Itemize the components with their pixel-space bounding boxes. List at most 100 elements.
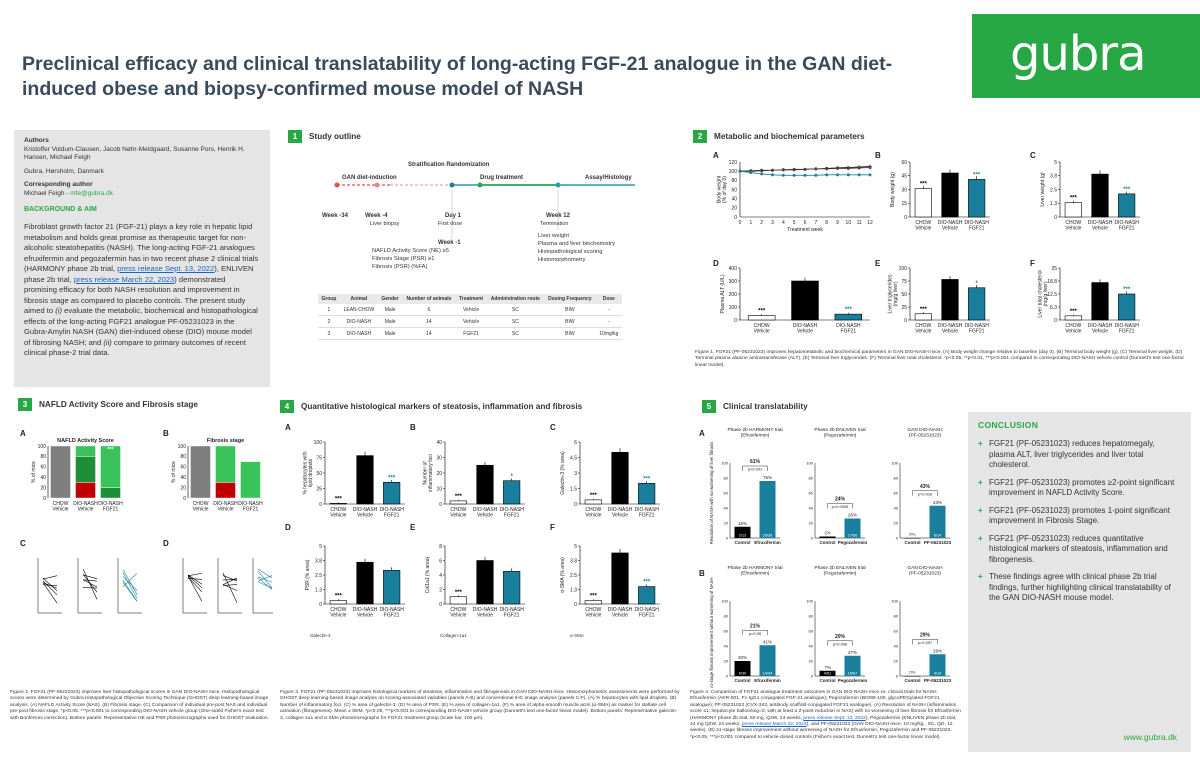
bar	[503, 571, 520, 604]
tick-label: 0	[319, 502, 322, 508]
section-3-header: 3 NAFLD Activity Score and Fibrosis stage	[18, 398, 198, 411]
tick-label: 0	[574, 602, 577, 608]
tick-label: 30	[901, 187, 907, 193]
table-header: Gender	[378, 294, 402, 304]
phase-label: Drug treatment	[480, 175, 523, 181]
tick-label: 20	[894, 659, 899, 664]
tick-label: 8	[439, 544, 442, 550]
table-cell: -	[596, 304, 622, 316]
harmony-press-link[interactable]: press release Sept. 13, 2022	[803, 716, 866, 721]
tick-label: 300	[729, 279, 738, 285]
category-label: Vehicle	[450, 513, 466, 519]
tick-label: 4.5	[570, 455, 577, 461]
panel-letter: B	[875, 151, 881, 160]
tick-label: 5	[319, 544, 322, 550]
significance-mark: ***	[845, 307, 853, 313]
n-label: 18/67	[848, 672, 858, 676]
pair-line	[223, 585, 237, 591]
email-link[interactable]: mfe@gubra.dk	[70, 190, 113, 197]
photomicrographs-row: Galectin-3 Collagen-1a1 α-SMA	[280, 630, 680, 685]
tick-label: 40	[894, 506, 899, 511]
phase-label: Stratification Randomization	[408, 162, 490, 168]
outcome: Histomorphometry	[538, 257, 585, 263]
tick-label: 0	[726, 536, 729, 541]
tick-label: 100	[721, 599, 728, 604]
enliven-press-link[interactable]: press release March 22, 2023	[742, 722, 807, 727]
chart-title: Fibrosis stage	[207, 438, 244, 444]
category-label: PF-05231023	[924, 678, 952, 683]
y-axis-label: (% of day 0)	[722, 176, 728, 203]
data-point	[782, 168, 785, 171]
stack-segment	[216, 446, 236, 482]
data-point	[836, 167, 839, 170]
significance-mark: ***	[388, 475, 396, 481]
section-1-header: 1 Study outline	[288, 130, 361, 143]
harmony-press-link[interactable]: press release Sept. 13, 2022	[117, 264, 214, 273]
bar	[477, 561, 494, 605]
corresponding-author: Michael Feigh - mfe@gubra.dk	[24, 190, 260, 199]
panel-letter: F	[550, 523, 555, 532]
category-label: Control	[820, 540, 836, 545]
tick-label: 60	[809, 629, 814, 634]
conclusion-item: FGF21 (PF-05231023) promotes 1-point sig…	[978, 506, 1181, 527]
tick-label: 20	[724, 659, 729, 664]
tick-label: 3	[771, 220, 774, 226]
conclusion-item: FGF21 (PF-05231023) reduces hepatomegaly…	[978, 439, 1181, 471]
bar	[330, 503, 347, 504]
n-label: 6/30	[739, 672, 746, 676]
significance-mark: ***	[973, 172, 981, 178]
category-label: Vehicle	[612, 513, 628, 519]
bar	[1065, 203, 1082, 217]
category-label: Control	[735, 540, 751, 545]
corresponding-heading: Corresponding author	[24, 181, 260, 190]
tick-label: 0	[904, 318, 907, 324]
tick-label: 9	[836, 220, 839, 226]
tick-label: 0	[319, 602, 322, 608]
pair-line	[83, 569, 97, 599]
significance-mark: ***	[758, 308, 766, 314]
tick-label: 40	[724, 506, 729, 511]
conclusion-item: FGF21 (PF-05231023) reduces quantitative…	[978, 534, 1181, 566]
bar	[612, 452, 629, 504]
bar	[612, 553, 629, 604]
table-cell: Male	[378, 304, 402, 316]
category-label: Vehicle	[754, 329, 770, 335]
category-label: Efruxifermin	[754, 540, 781, 545]
n-label: 29/38	[763, 534, 773, 538]
significance-mark: ***	[590, 594, 598, 600]
data-point	[760, 169, 763, 172]
tick-label: 20	[724, 521, 729, 526]
pair-line	[43, 576, 57, 579]
panel-letter: D	[285, 523, 291, 532]
category-label: FGF21	[504, 613, 520, 619]
n-label: 17/66	[848, 534, 858, 538]
tick-label: 100	[38, 444, 47, 450]
website-link[interactable]: www.gubra.dk	[1124, 732, 1177, 742]
tl-dot	[335, 183, 340, 188]
data-point	[782, 174, 785, 177]
corr-name: Michael Feigh -	[24, 190, 70, 197]
tick-label: 3.8	[570, 558, 577, 564]
tick-label: 0	[734, 215, 737, 221]
tick-label: 200	[729, 292, 738, 298]
enliven-press-link[interactable]: press release March 22, 2023	[74, 275, 174, 284]
y-axis-label: % of mice	[31, 461, 37, 483]
tick-label: 30	[436, 455, 442, 461]
bar-value: 29%	[933, 648, 942, 653]
gubra-logo[interactable]: gubra	[972, 14, 1200, 98]
data-point	[869, 174, 872, 177]
bar	[905, 676, 921, 677]
y-axis-label: Body weight (g)	[890, 172, 896, 207]
tick-label: 0	[896, 674, 899, 679]
delta-label: 29%	[920, 632, 931, 638]
bar	[748, 315, 775, 320]
figure-3-charts: A0255075100% hepatocytes with lipid dropl…	[280, 420, 680, 635]
tick-label: 40	[40, 475, 46, 481]
panel-letter: B	[163, 429, 169, 438]
tick-label: 0	[574, 502, 577, 508]
x-axis-label: Treatment week	[787, 227, 823, 233]
category-label: Vehicle	[585, 613, 601, 619]
tick-label: 4	[782, 220, 785, 226]
panel-letter: C	[1030, 151, 1036, 160]
data-point	[825, 174, 828, 177]
